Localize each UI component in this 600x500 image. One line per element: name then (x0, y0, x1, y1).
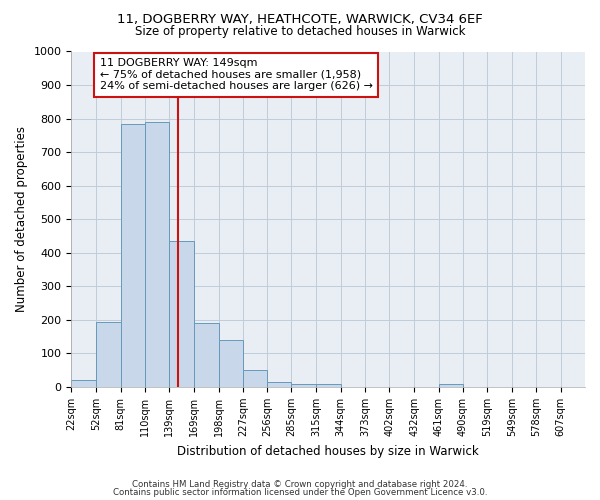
Text: Contains HM Land Registry data © Crown copyright and database right 2024.: Contains HM Land Registry data © Crown c… (132, 480, 468, 489)
Bar (145, 122, 169, 387)
X-axis label: Distribution of detached houses by size in Warwick: Distribution of detached houses by size … (177, 444, 479, 458)
Bar (267, 382, 292, 387)
Text: Contains public sector information licensed under the Open Government Licence v3: Contains public sector information licen… (113, 488, 487, 497)
Bar (194, 323, 218, 387)
Bar (439, 384, 463, 387)
Text: 11 DOGBERRY WAY: 149sqm
← 75% of detached houses are smaller (1,958)
24% of semi: 11 DOGBERRY WAY: 149sqm ← 75% of detache… (100, 58, 373, 92)
Bar (292, 384, 316, 387)
Bar (243, 370, 267, 387)
Bar (97, 322, 121, 387)
Y-axis label: Number of detached properties: Number of detached properties (15, 126, 28, 312)
Bar (121, 124, 145, 387)
Text: 11, DOGBERRY WAY, HEATHCOTE, WARWICK, CV34 6EF: 11, DOGBERRY WAY, HEATHCOTE, WARWICK, CV… (117, 12, 483, 26)
Bar (218, 340, 243, 387)
Bar (169, 241, 194, 387)
Text: Size of property relative to detached houses in Warwick: Size of property relative to detached ho… (135, 25, 465, 38)
Bar (316, 384, 341, 387)
Bar (71, 380, 97, 387)
